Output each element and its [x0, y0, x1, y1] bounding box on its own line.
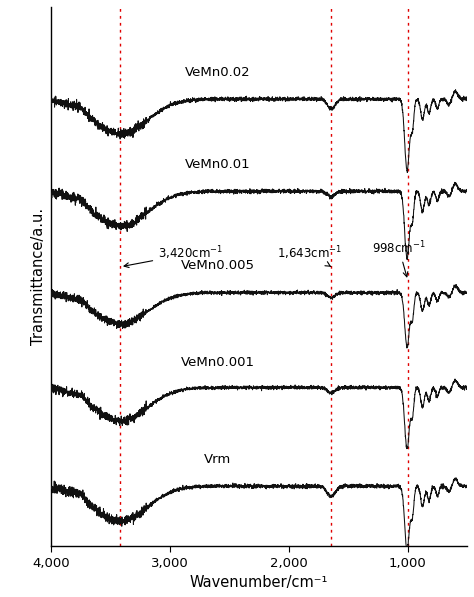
X-axis label: Wavenumber/cm⁻¹: Wavenumber/cm⁻¹	[190, 575, 328, 590]
Text: VeMn0.001: VeMn0.001	[181, 356, 255, 369]
Text: VeMn0.02: VeMn0.02	[185, 66, 250, 79]
Text: 998cm$^{-1}$: 998cm$^{-1}$	[372, 240, 426, 277]
Text: Vrm: Vrm	[204, 453, 231, 466]
Text: VeMn0.005: VeMn0.005	[181, 259, 255, 272]
Text: VeMn0.01: VeMn0.01	[185, 158, 250, 171]
Y-axis label: Transmittance/a.u.: Transmittance/a.u.	[31, 208, 46, 345]
Text: 1,643cm$^{-1}$: 1,643cm$^{-1}$	[277, 245, 342, 267]
Text: 3,420cm$^{-1}$: 3,420cm$^{-1}$	[124, 245, 223, 267]
